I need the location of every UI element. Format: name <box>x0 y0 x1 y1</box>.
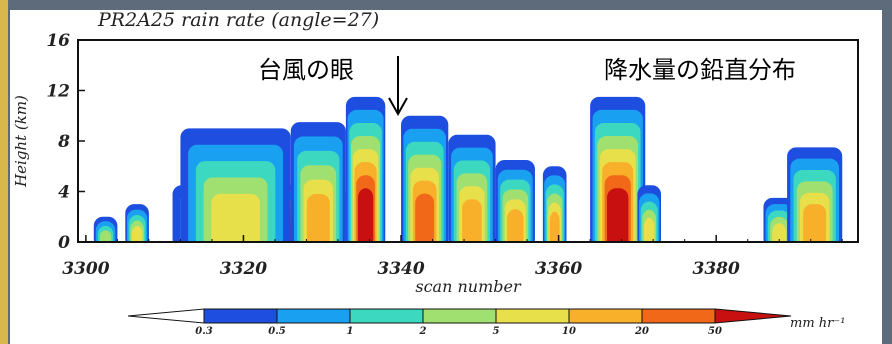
y-axis-label: Height (km) <box>12 95 30 188</box>
y-tick-label: 12 <box>46 82 70 102</box>
rain-cell <box>542 166 567 242</box>
rain-cell <box>180 128 291 242</box>
colorbar-swatch <box>495 308 570 324</box>
colorbar-unit: mm hr⁻¹ <box>790 316 845 331</box>
rain-cell <box>401 115 449 242</box>
rain-rate-contour <box>415 193 435 242</box>
rain-rate-contour <box>607 188 629 242</box>
rain-rate-contour <box>772 223 787 242</box>
colorbar-tick-label: 2 <box>419 326 427 337</box>
colorbar-tick-label: 50 <box>708 326 722 337</box>
rain-cells <box>93 96 843 242</box>
rain-rate-contour <box>131 225 143 242</box>
colorbar-min-arrow <box>127 308 205 324</box>
colorbar-swatch <box>203 308 278 324</box>
x-tick-label: 3360 <box>535 259 582 279</box>
rain-cell <box>787 147 843 242</box>
rain-cell <box>448 134 496 242</box>
rain-cell <box>495 159 535 242</box>
eye-arrow-head <box>388 97 408 117</box>
rain-rate-contour <box>803 204 827 242</box>
colorbar-tick-label: 0.3 <box>195 326 212 337</box>
colorbar-max-arrow <box>714 308 792 324</box>
colorbar-swatch <box>276 308 351 324</box>
colorbar-tick-label: 0.5 <box>268 326 285 337</box>
colorbar: 0.3 0.5 1 2 5 10 20 50 <box>127 308 792 337</box>
colorbar-tick-label: 20 <box>634 326 649 337</box>
accent-bar <box>0 0 8 344</box>
rain-rate-contour <box>507 209 524 242</box>
y-tick-label: 0 <box>58 233 70 253</box>
rain-cell <box>763 197 795 242</box>
rain-rate-contour <box>549 211 560 242</box>
rain-cell <box>637 185 662 242</box>
typhoon-eye-label: 台風の眼 <box>258 56 354 84</box>
rain-cell <box>590 96 646 242</box>
y-tick-label: 4 <box>58 183 70 203</box>
colorbar-swatch <box>641 308 716 324</box>
x-tick-label: 3320 <box>220 259 267 279</box>
x-tick-label: 3380 <box>693 259 740 279</box>
rain-rate-contour <box>99 230 112 242</box>
colorbar-tick-label: 10 <box>562 326 576 337</box>
rain-cell <box>345 96 386 242</box>
y-axis: 0 4 8 12 16 <box>46 31 85 253</box>
y-tick-label: 16 <box>46 31 70 51</box>
colorbar-tick-label: 1 <box>347 326 354 337</box>
y-tick-label: 8 <box>57 132 70 152</box>
rain-cell <box>290 122 346 242</box>
rain-rate-contour <box>306 194 330 242</box>
rain-rate-contour <box>211 193 260 242</box>
x-tick-label: 3340 <box>377 259 424 279</box>
colorbar-swatch <box>349 308 424 324</box>
rain-rate-contour <box>462 199 482 242</box>
rain-rate-contour <box>644 217 655 242</box>
colorbar-swatch <box>568 308 643 324</box>
x-axis-label: scan number <box>415 277 522 296</box>
chart-title: PR2A25 rain rate (angle=27) <box>97 9 379 31</box>
rain-cell <box>125 204 149 242</box>
rain-rate-contour <box>357 188 374 242</box>
x-axis: 3300 3320 3340 3360 3380 <box>62 235 843 279</box>
x-tick-label: 3300 <box>62 259 109 279</box>
vertical-profile-label: 降水量の鉛直分布 <box>604 56 796 84</box>
colorbar-tick-label: 5 <box>493 326 500 337</box>
colorbar-swatch <box>422 308 497 324</box>
rain-cell <box>93 216 118 242</box>
